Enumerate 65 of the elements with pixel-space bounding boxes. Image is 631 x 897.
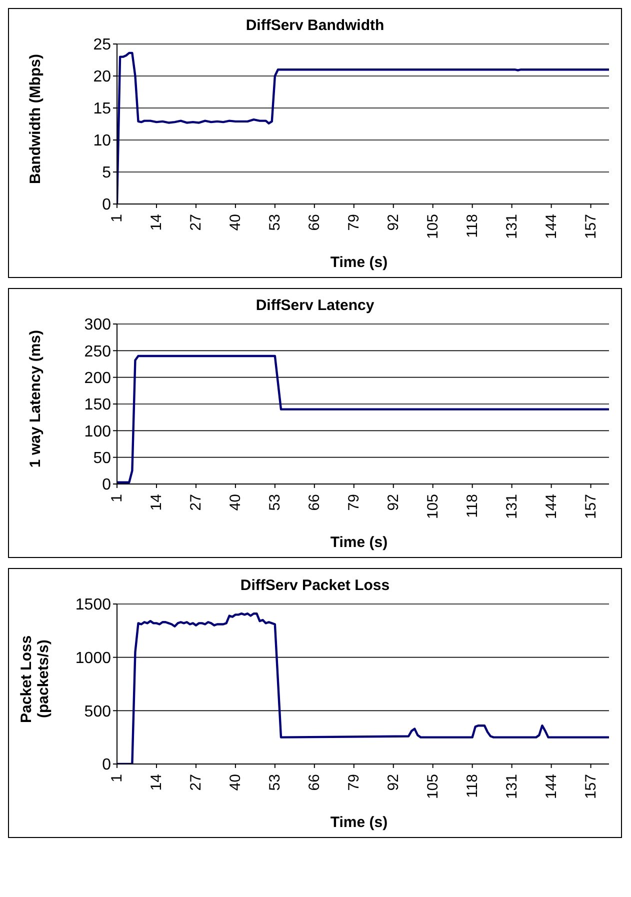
x-tick-label: 27	[187, 494, 204, 511]
y-tick-label: 150	[84, 396, 112, 414]
y-tick-label: 250	[84, 343, 112, 360]
x-tick-label: 157	[582, 214, 600, 240]
x-tick-label: 92	[384, 214, 402, 231]
y-tick-label: 10	[93, 132, 112, 150]
x-tick-label: 157	[582, 774, 600, 800]
x-tick-label: 40	[226, 494, 244, 511]
y-tick-label: 300	[84, 316, 112, 334]
x-tick-label: 14	[148, 494, 165, 511]
x-tick-label: 66	[306, 494, 323, 511]
y-tick-label: 0	[102, 476, 112, 494]
x-tick-label: 40	[226, 774, 244, 791]
x-tick-label: 53	[266, 774, 284, 791]
y-tick-label: 0	[102, 196, 112, 214]
x-tick-label: 79	[345, 774, 362, 791]
x-axis-title: Time (s)	[329, 814, 389, 831]
x-tick-label: 144	[542, 494, 560, 520]
x-tick-label: 92	[384, 494, 402, 511]
y-tick-label: 25	[93, 36, 112, 54]
chart-title: DiffServ Packet Loss	[239, 577, 391, 594]
x-tick-label: 118	[464, 494, 481, 518]
y-axis-title: Packet Loss (packets/s)	[18, 634, 52, 725]
y-tick-label: 1000	[75, 650, 112, 668]
x-axis-title: Time (s)	[329, 254, 389, 271]
y-tick-label: 50	[93, 450, 112, 468]
y-tick-label: 200	[84, 370, 112, 388]
x-tick-label: 14	[148, 774, 165, 791]
x-tick-label: 1	[108, 494, 126, 502]
x-tick-label: 27	[187, 774, 204, 791]
y-tick-label: 500	[84, 703, 112, 720]
y-tick-label: 20	[93, 68, 112, 86]
y-tick-label: 0	[102, 756, 112, 774]
y-axis-title: Bandwidth (Mbps)	[26, 54, 44, 184]
x-tick-label: 157	[582, 494, 600, 520]
x-tick-label: 1	[108, 214, 126, 222]
x-tick-label: 66	[306, 774, 323, 791]
x-tick-label: 79	[345, 214, 362, 231]
chart-title: DiffServ Latency	[254, 297, 376, 314]
x-tick-label: 118	[464, 214, 481, 238]
y-tick-label: 5	[102, 164, 112, 182]
x-tick-label: 27	[187, 214, 204, 231]
x-tick-label: 118	[464, 774, 481, 798]
x-tick-label: 66	[306, 214, 323, 231]
x-tick-label: 53	[266, 494, 284, 511]
x-tick-label: 92	[384, 774, 402, 791]
x-tick-label: 144	[542, 774, 560, 800]
x-tick-label: 131	[503, 214, 520, 240]
x-tick-label: 105	[424, 214, 442, 240]
y-tick-label: 1500	[75, 596, 112, 614]
x-axis-title: Time (s)	[329, 534, 389, 551]
x-tick-label: 105	[424, 774, 442, 800]
chart-title: DiffServ Bandwidth	[244, 17, 386, 34]
x-tick-label: 79	[345, 494, 362, 511]
y-axis-title: 1 way Latency (ms)	[26, 330, 44, 468]
x-tick-label: 1	[108, 774, 126, 782]
x-tick-label: 131	[503, 774, 520, 800]
x-tick-label: 144	[542, 214, 560, 240]
x-tick-label: 40	[226, 214, 244, 231]
y-tick-label: 15	[93, 100, 112, 118]
x-tick-label: 14	[148, 214, 165, 231]
x-tick-label: 105	[424, 494, 442, 520]
y-tick-label: 100	[84, 423, 112, 440]
x-tick-label: 131	[503, 494, 520, 520]
x-tick-label: 53	[266, 214, 284, 231]
